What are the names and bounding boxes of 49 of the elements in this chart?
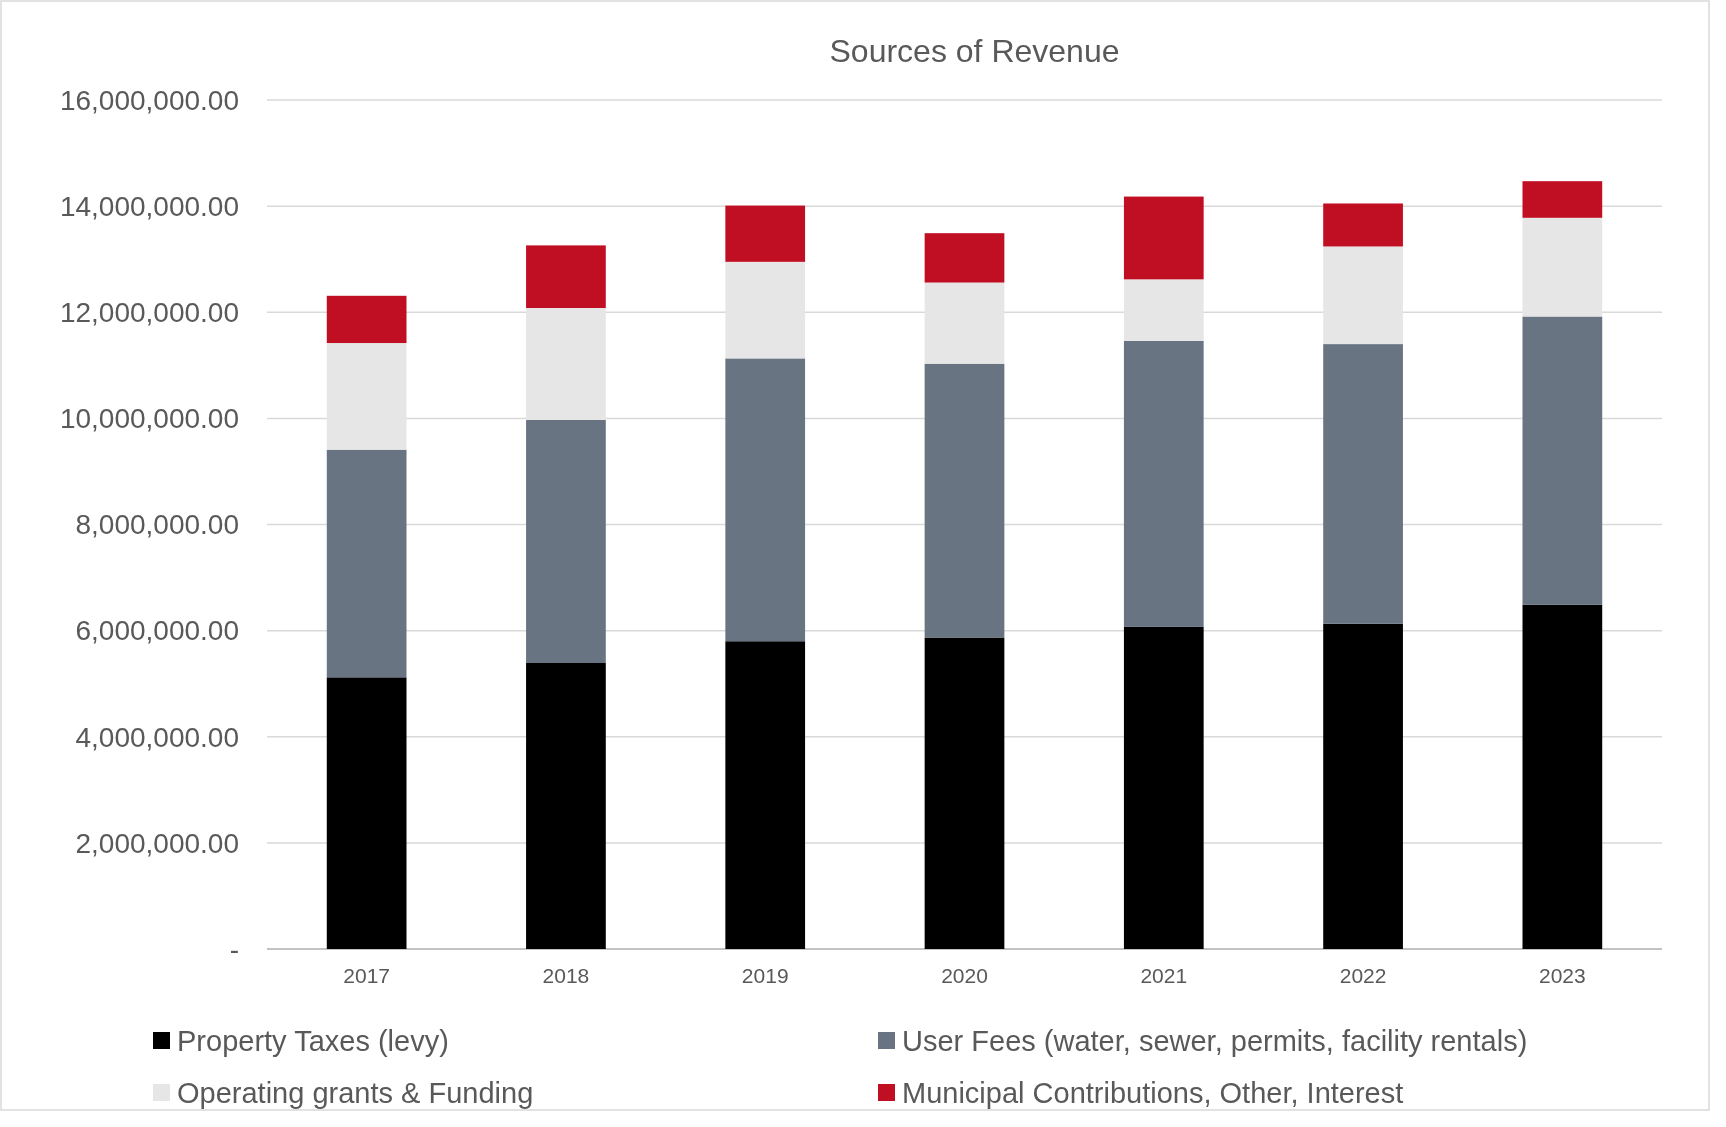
bar — [1522, 217, 1603, 317]
bar — [924, 282, 1005, 364]
y-tick-label: - — [229, 933, 239, 965]
bar — [924, 233, 1005, 283]
y-tick-label: 6,000,000.00 — [75, 615, 239, 647]
bar — [1323, 246, 1403, 345]
x-tick-label: 2020 — [941, 964, 988, 987]
x-tick-label: 2023 — [1539, 964, 1586, 987]
bar — [725, 358, 806, 642]
legend-label: Operating grants & Funding — [177, 1077, 534, 1110]
bar — [1123, 279, 1204, 341]
legend-label: Property Taxes (levy) — [177, 1025, 449, 1058]
bar — [725, 641, 806, 949]
x-tick-label: 2022 — [1339, 964, 1387, 987]
bar — [1123, 626, 1204, 949]
y-tick-label: 4,000,000.00 — [75, 721, 239, 753]
bar — [526, 662, 606, 949]
bar — [326, 343, 407, 450]
bar — [326, 449, 407, 678]
y-tick-label: 12,000,000.00 — [59, 297, 239, 329]
legend-label: Municipal Contributions, Other, Interest — [902, 1077, 1404, 1110]
bar — [326, 295, 407, 344]
bar — [1522, 181, 1603, 218]
bar — [725, 261, 806, 359]
bar — [1522, 604, 1603, 949]
bar — [326, 677, 407, 949]
y-tick-label: 16,000,000.00 — [59, 84, 239, 116]
y-tick-label: 8,000,000.00 — [75, 509, 239, 541]
bar — [1323, 623, 1403, 949]
x-tick-label: 2021 — [1140, 964, 1188, 987]
y-tick-label: 10,000,000.00 — [59, 403, 239, 435]
bar — [1323, 203, 1403, 247]
legend-label: User Fees (water, sewer, permits, facility rentals) — [902, 1025, 1528, 1058]
y-tick-label: 14,000,000.00 — [59, 190, 239, 222]
x-tick-label: 2019 — [741, 964, 789, 987]
bar — [526, 308, 606, 420]
bar — [924, 637, 1005, 949]
bar — [1323, 344, 1403, 624]
bar — [1522, 316, 1603, 605]
bar — [526, 245, 606, 308]
x-tick-label: 2018 — [542, 964, 590, 987]
bar — [725, 205, 806, 262]
chart-title: Sources of Revenue — [829, 33, 1120, 69]
bar — [1123, 340, 1204, 627]
y-tick-label: 2,000,000.00 — [75, 827, 239, 859]
bar — [1123, 196, 1204, 280]
x-tick-label: 2017 — [343, 964, 390, 987]
bar — [526, 419, 606, 663]
bar — [924, 363, 1005, 638]
